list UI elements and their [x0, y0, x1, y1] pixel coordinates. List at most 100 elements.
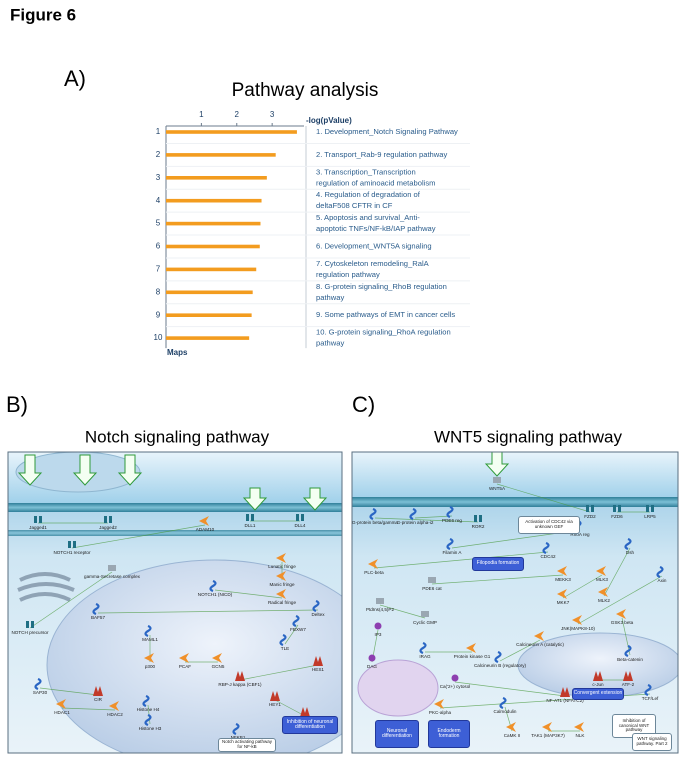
process-box: Neuronal differentiation — [375, 720, 419, 748]
bar — [166, 198, 262, 203]
y-axis-label: Maps — [167, 348, 188, 357]
node-label: TLE — [281, 646, 289, 651]
protein-icon — [409, 507, 417, 521]
node-label: NOTCH1 receptor — [53, 550, 90, 555]
node-label: Calmodulin — [494, 709, 517, 714]
pathway-label: 9. Some pathways of EMT in cancer cells — [316, 310, 455, 319]
kinase-icon — [506, 722, 516, 732]
node-label: Lunatic fringe — [268, 564, 296, 569]
bar — [166, 221, 261, 226]
node-label: NF-AT1 (NFATC2) — [546, 698, 584, 703]
pathway-label: regulation of aminoacid metabolism — [316, 178, 435, 187]
kinase-icon — [276, 571, 286, 581]
node-label: TAK1 (MAP3K7) — [531, 733, 565, 738]
node-label: WNT5A — [489, 486, 506, 491]
connector — [239, 664, 319, 681]
connector — [214, 589, 283, 599]
connector — [621, 617, 631, 656]
receptor-icon — [613, 505, 621, 512]
category-label: 4 — [156, 196, 161, 205]
kinase-icon — [557, 589, 567, 599]
protein-icon — [624, 644, 632, 658]
node-label: GCN5 — [212, 664, 225, 669]
pathway-label: 7. Cytoskeleton remodeling_RalA — [316, 259, 430, 268]
node-label: PDE6 reg — [442, 518, 462, 523]
note-box: Activation of CDC42 via unknown GEF — [518, 516, 580, 534]
node-label: Jagged1 — [29, 525, 47, 530]
protein-icon — [209, 579, 217, 593]
node-label: Ca('2+) cytosol — [440, 684, 471, 689]
note-box: Notch activating pathway for NF-kB — [218, 738, 276, 752]
bar — [166, 313, 252, 317]
connector — [97, 609, 319, 614]
connector — [431, 574, 564, 585]
x-tick-label: 3 — [270, 110, 275, 119]
category-label: 1 — [156, 127, 161, 136]
diagram-background — [352, 452, 678, 753]
node-label: PDE6 cat — [422, 586, 442, 591]
protein-icon — [232, 722, 240, 736]
note: WNT signaling pathway. Part 2 — [632, 733, 672, 751]
node-label: RBP-J kappa (CBF1) — [218, 682, 262, 687]
protein-icon — [419, 641, 427, 655]
connector — [562, 574, 603, 599]
kinase-icon — [434, 699, 444, 709]
tf-icon — [593, 671, 603, 681]
kinase-icon — [557, 566, 567, 576]
protein-icon — [312, 599, 320, 613]
protein-icon — [292, 614, 300, 628]
node-label: HES1 — [312, 667, 324, 672]
x-tick-label: 2 — [235, 110, 240, 119]
receptor-icon — [104, 516, 112, 523]
kinase-icon — [598, 587, 608, 597]
connector — [414, 515, 453, 519]
node-label: PCAF — [179, 664, 191, 669]
protein-icon — [656, 565, 664, 579]
connector — [603, 547, 631, 597]
receptor-icon — [646, 505, 654, 512]
node-label: MEKK3 — [555, 577, 571, 582]
node-label: IP3 — [375, 632, 382, 637]
bar — [166, 267, 257, 272]
kinase-icon — [199, 516, 209, 526]
node-label: RhoA reg — [570, 532, 590, 537]
receptor-icon — [296, 514, 304, 521]
diagram-frame — [351, 451, 679, 754]
bar — [166, 130, 297, 134]
node-label: MLK3 — [596, 577, 608, 582]
process: Inhibition of neuronal differentiation — [282, 716, 338, 734]
kinase-icon — [542, 722, 552, 732]
metabolite-icon — [368, 654, 376, 662]
kinase-icon — [574, 722, 584, 732]
receptor-icon — [586, 505, 594, 512]
panel-label: C) — [352, 392, 375, 417]
category-label: 7 — [156, 265, 161, 274]
receptor-icon — [26, 621, 34, 628]
tf-icon — [623, 671, 633, 681]
node-label: Axin — [658, 578, 667, 583]
generic-icon — [428, 577, 436, 583]
connector — [374, 517, 479, 523]
category-label: 3 — [156, 173, 161, 182]
kinase-icon — [466, 643, 476, 653]
kinase-icon — [616, 609, 626, 619]
node-label: IRAG — [419, 654, 431, 659]
protein-icon — [494, 650, 502, 664]
process-box: Endoderm formation — [428, 720, 470, 748]
node-label: MAML1 — [142, 637, 158, 642]
node-label: Histone H3 — [139, 726, 162, 731]
connector — [373, 551, 549, 569]
node-label: FZD2 — [584, 514, 596, 519]
figure-title: Figure 6 — [10, 5, 76, 24]
category-label: 2 — [156, 150, 161, 159]
node-label: ATF-2 — [622, 682, 635, 687]
protein-icon — [644, 683, 652, 697]
node-label: ROR2 — [472, 524, 485, 529]
diagram-title: WNT5 signaling pathway — [434, 427, 623, 446]
node-label: CDC42 — [540, 554, 556, 559]
pathway-label: 5. Apoptosis and survival_Anti- — [316, 213, 420, 222]
node-label: Dsh — [626, 550, 635, 555]
connector — [274, 699, 306, 717]
pathway-label: 6. Development_WNT5A signaling — [316, 242, 432, 251]
